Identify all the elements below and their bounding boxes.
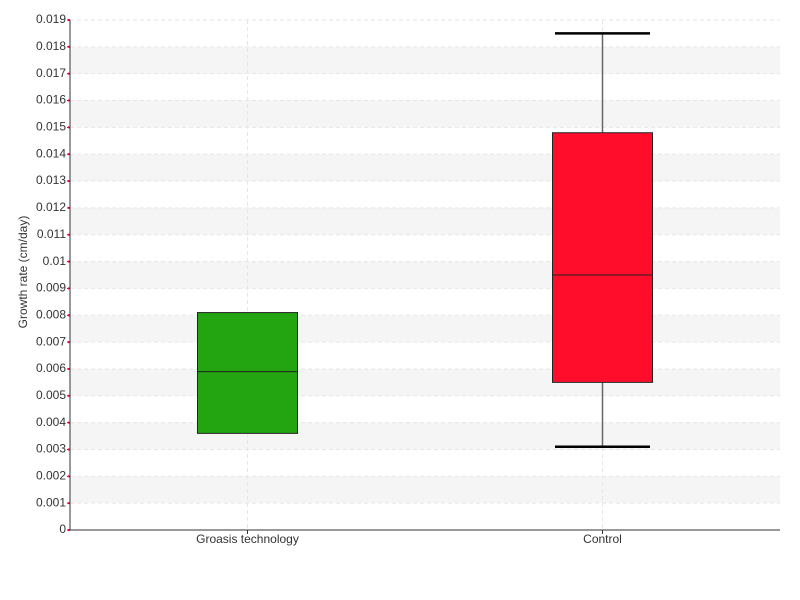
y-tick-label: 0.01 (43, 254, 67, 268)
y-tick-label: 0.003 (36, 442, 66, 456)
grid-band (70, 261, 780, 289)
box (552, 132, 653, 383)
y-tick-label: 0.011 (37, 227, 66, 241)
y-tick-label: 0.015 (36, 120, 66, 134)
y-tick-label: 0.001 (36, 495, 66, 509)
grid-band (70, 100, 780, 128)
box (197, 312, 298, 434)
grid-band (70, 422, 780, 450)
y-tick-label: 0.012 (36, 200, 66, 214)
x-tick-label: Control (583, 532, 622, 546)
y-tick-label: 0.007 (36, 334, 66, 348)
y-tick-label: 0.017 (36, 66, 66, 80)
grid-band (70, 154, 780, 182)
y-tick-label: 0.016 (36, 93, 66, 107)
grid-band (70, 46, 780, 74)
y-tick-label: 0.005 (36, 388, 66, 402)
grid-band (70, 207, 780, 235)
y-tick-label: 0.013 (36, 173, 66, 187)
grid-band (70, 476, 780, 504)
y-tick-label: 0.004 (36, 415, 66, 429)
y-tick-label: 0.009 (36, 281, 66, 295)
y-tick-label: 0.002 (36, 468, 66, 482)
grid-band (70, 368, 780, 396)
y-tick-label: 0.018 (36, 39, 66, 53)
y-axis-label: Growth rate (cm/day) (16, 216, 30, 329)
y-tick-label: 0.014 (36, 146, 66, 160)
y-tick-label: 0 (59, 522, 66, 536)
y-tick-label: 0.006 (36, 361, 66, 375)
y-tick-label: 0.019 (36, 12, 66, 26)
y-tick-label: 0.008 (36, 307, 66, 321)
x-tick-label: Groasis technology (196, 532, 299, 546)
grid-band (70, 315, 780, 343)
